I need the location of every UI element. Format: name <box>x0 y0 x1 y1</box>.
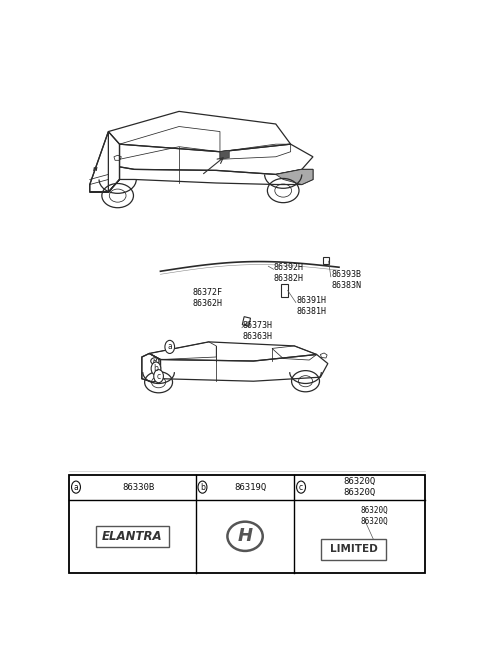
Text: a: a <box>73 483 78 492</box>
Text: 86391H
86381H: 86391H 86381H <box>296 295 326 316</box>
Circle shape <box>154 369 163 383</box>
Text: H: H <box>153 358 157 364</box>
Text: 86320Q
86320Q: 86320Q 86320Q <box>360 506 388 525</box>
Text: b: b <box>200 483 205 492</box>
Bar <box>96 526 169 547</box>
Bar <box>69 474 424 573</box>
Text: 86393B
86383N: 86393B 86383N <box>332 271 361 290</box>
Text: c: c <box>156 371 161 381</box>
Text: ELANTRA: ELANTRA <box>102 530 163 543</box>
Bar <box>321 539 386 559</box>
Polygon shape <box>276 170 313 185</box>
Text: 86372F
86362H: 86372F 86362H <box>192 288 222 308</box>
Circle shape <box>151 362 161 375</box>
Text: LIMITED: LIMITED <box>330 544 378 555</box>
Text: 86330B: 86330B <box>122 483 154 492</box>
Text: a: a <box>168 343 172 352</box>
Text: b: b <box>154 364 158 373</box>
Text: 86319Q: 86319Q <box>235 483 267 492</box>
Text: 86373H
86363H: 86373H 86363H <box>242 321 272 341</box>
Text: c: c <box>299 483 303 492</box>
Text: 86320Q
86320Q: 86320Q 86320Q <box>343 477 375 497</box>
Circle shape <box>72 481 81 493</box>
Circle shape <box>165 341 175 354</box>
Polygon shape <box>220 150 229 159</box>
Circle shape <box>198 481 207 493</box>
Text: H: H <box>93 167 97 172</box>
Text: 86392H
86382H: 86392H 86382H <box>274 263 304 283</box>
Text: H: H <box>238 527 252 546</box>
Circle shape <box>297 481 306 493</box>
